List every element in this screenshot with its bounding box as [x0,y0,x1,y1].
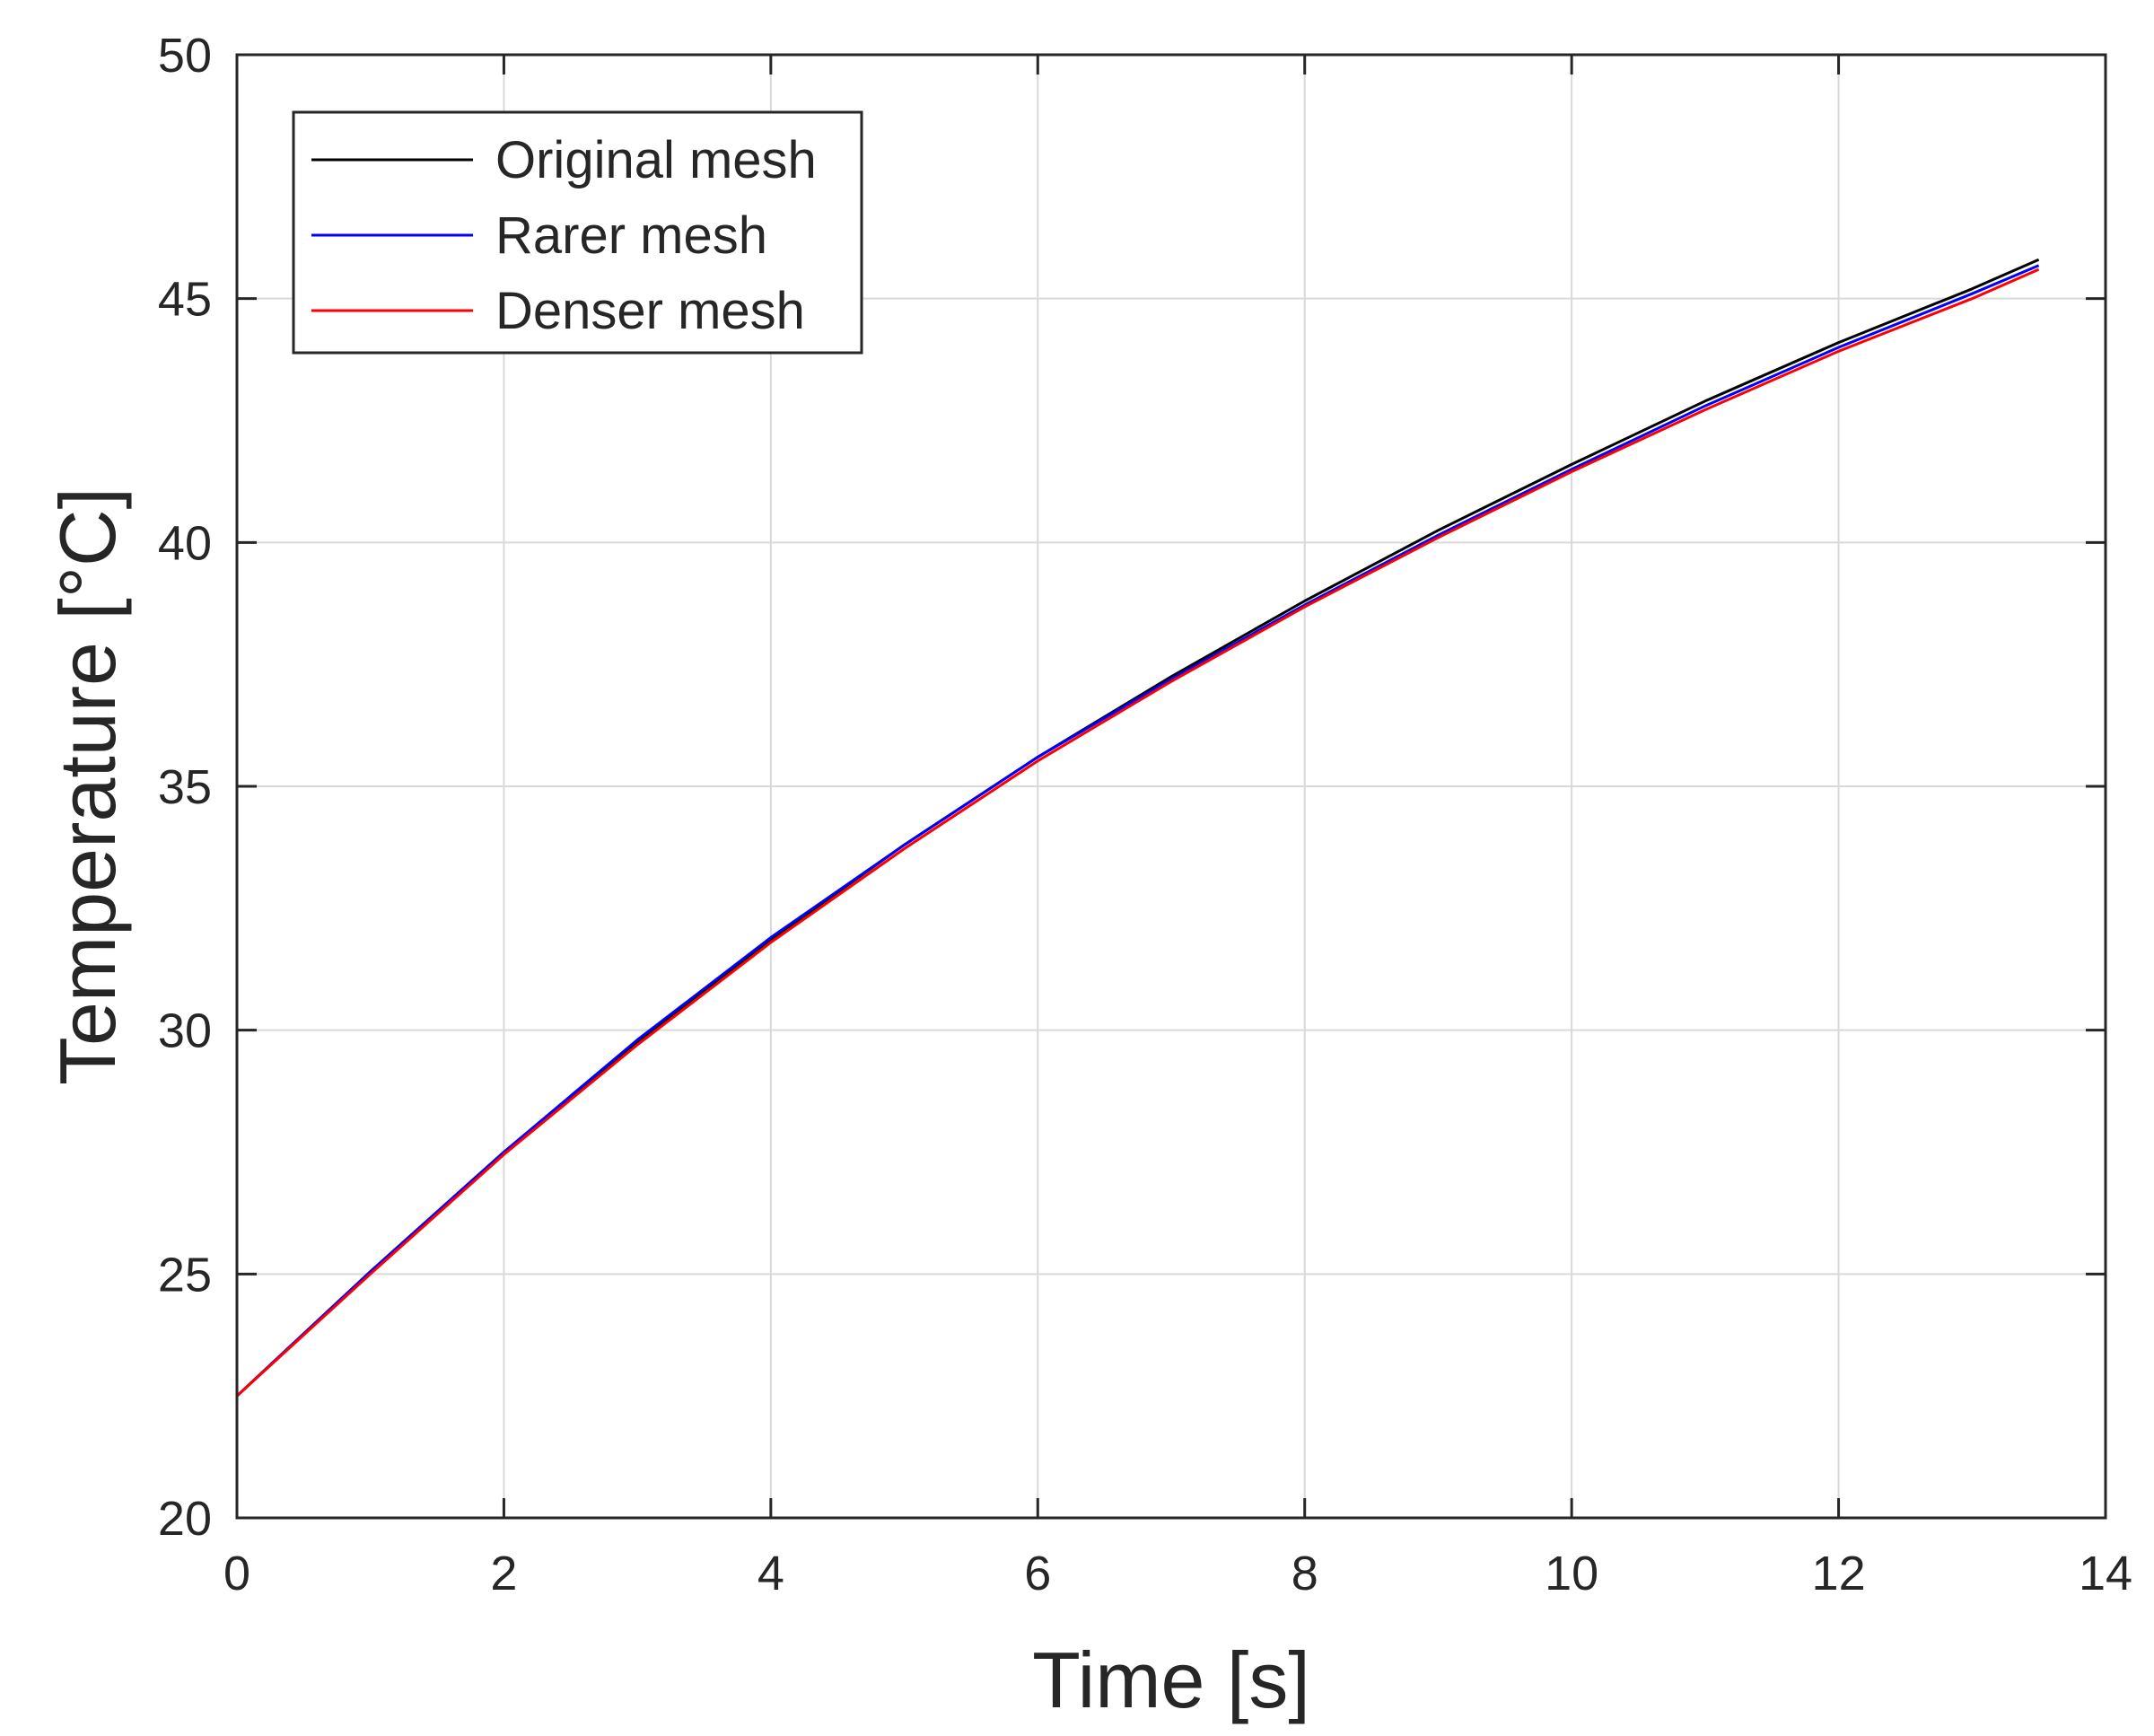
y-tick-label: 20 [158,1492,212,1546]
x-tick-label: 14 [2079,1547,2132,1600]
series-line-rarer-mesh [235,264,2040,1398]
y-tick-labels: 20 25 30 35 40 45 50 [158,29,212,1546]
y-tick-label: 45 [158,273,212,327]
y-tick-label: 50 [158,29,212,83]
x-tick-label: 12 [1812,1547,1866,1600]
legend-label: Original mesh [495,131,817,189]
x-tick-label: 8 [1292,1547,1318,1600]
legend-box [292,110,863,355]
y-tick-label: 30 [158,1004,212,1058]
x-tick-label: 0 [223,1547,250,1600]
x-axis-title: Time [s] [1032,1635,1310,1724]
legend: Original mesh Rarer mesh Denser mesh [292,110,863,355]
series-line-denser-mesh [235,267,2040,1398]
x-tick-label: 2 [490,1547,517,1600]
x-tick-labels: 0 2 4 6 8 10 12 14 [223,1547,2132,1600]
y-tick-label: 40 [158,516,212,570]
y-axis-title: Temperature [°C] [43,487,132,1085]
x-tick-label: 4 [757,1547,784,1600]
legend-label: Denser mesh [495,282,805,340]
x-tick-label: 6 [1024,1547,1051,1600]
series-lines [235,258,2040,1398]
legend-items: Original mesh Rarer mesh Denser mesh [311,131,817,340]
legend-label: Rarer mesh [495,206,767,265]
series-line-original-mesh [235,258,2040,1398]
grid-lines [236,54,2106,1519]
x-tick-label: 10 [1545,1547,1598,1600]
y-tick-label: 25 [158,1248,212,1302]
axis-ticks [235,53,2107,1520]
y-tick-label: 35 [158,760,212,814]
